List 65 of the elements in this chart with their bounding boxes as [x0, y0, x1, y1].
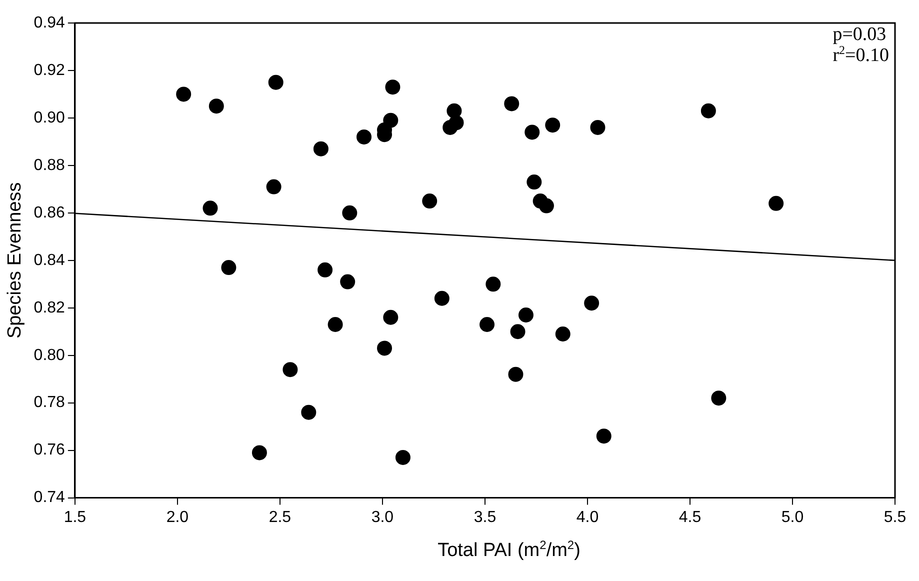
- point: [282, 362, 298, 378]
- point: [395, 450, 410, 465]
- point: [318, 262, 333, 278]
- point: [328, 317, 343, 332]
- point: [176, 86, 192, 102]
- point: [268, 74, 284, 90]
- x-tick-label: 2.0: [166, 508, 189, 526]
- point: [377, 340, 392, 356]
- x-tick-label: 5.5: [884, 508, 906, 526]
- point: [422, 194, 438, 209]
- point: [768, 196, 784, 211]
- y-tick-label: 0.94: [34, 14, 66, 32]
- y-tick-label: 0.88: [34, 156, 66, 174]
- point: [711, 390, 726, 406]
- point: [538, 198, 554, 214]
- point: [524, 124, 540, 140]
- point: [480, 317, 495, 332]
- x-tick-label: 2.5: [268, 508, 292, 526]
- y-axis-title: Species Evenness: [4, 182, 26, 339]
- y-tick-label: 0.78: [34, 394, 66, 412]
- point: [555, 326, 570, 342]
- point: [202, 200, 218, 216]
- x-tick-label: 4.0: [576, 508, 599, 526]
- point: [266, 179, 282, 194]
- x-tick-label: 3.0: [371, 508, 394, 526]
- x-tick-label: 1.5: [64, 508, 86, 526]
- point: [385, 80, 400, 95]
- point: [448, 115, 464, 130]
- point: [584, 296, 600, 311]
- point: [526, 174, 542, 190]
- point: [596, 428, 612, 444]
- point: [486, 276, 501, 292]
- point: [510, 324, 526, 340]
- point: [301, 404, 316, 420]
- point: [518, 308, 534, 322]
- annotation: p=0.03: [832, 24, 888, 45]
- y-tick-label: 0.80: [34, 346, 66, 364]
- point: [504, 96, 520, 112]
- point: [383, 112, 398, 128]
- point: [434, 290, 450, 306]
- point: [446, 103, 462, 118]
- y-tick-label: 0.90: [34, 109, 66, 126]
- x-axis-title: Total PAI (m$^{2}$/m$^{2}$): [436, 538, 582, 562]
- y-tick-label: 0.74: [34, 489, 66, 506]
- y-tick-label: 0.76: [34, 442, 66, 459]
- point: [313, 141, 328, 156]
- x-tick-label: 5.0: [781, 508, 804, 526]
- x-tick-label: 4.5: [678, 508, 702, 526]
- y-tick-label: 0.82: [34, 299, 66, 316]
- point: [356, 129, 372, 144]
- point: [208, 98, 224, 114]
- point: [252, 445, 267, 460]
- point: [340, 274, 356, 290]
- point: [700, 103, 716, 118]
- point: [221, 260, 236, 276]
- y-tick-label: 0.92: [34, 62, 66, 79]
- annotation: r$^{2}$=0.10: [832, 43, 889, 66]
- x-tick-label: 3.5: [474, 508, 496, 526]
- point: [590, 120, 606, 135]
- point: [508, 366, 524, 382]
- y-tick-label: 0.86: [34, 204, 66, 222]
- point: [342, 205, 358, 220]
- point: [383, 310, 398, 325]
- y-tick-label: 0.84: [34, 252, 66, 269]
- point: [545, 118, 560, 133]
